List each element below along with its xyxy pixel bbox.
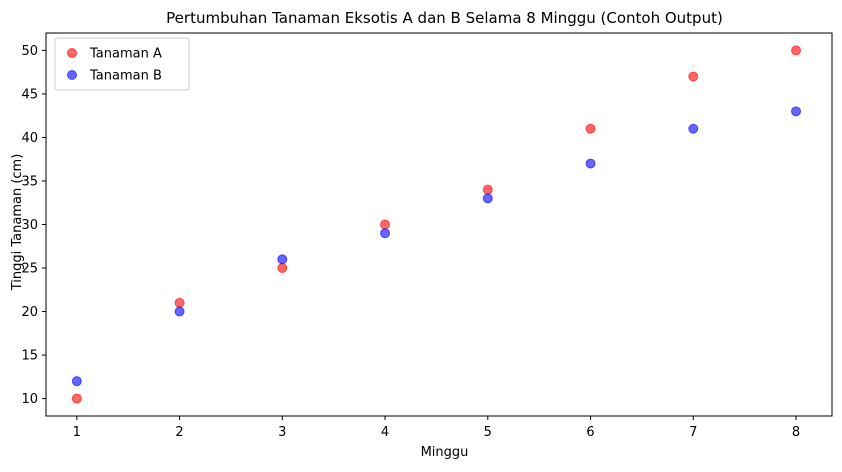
y-tick-label: 45	[21, 87, 38, 102]
x-tick-label: 1	[73, 425, 81, 440]
y-tick-label: 15	[21, 349, 38, 364]
x-tick-label: 5	[484, 425, 492, 440]
legend-marker	[67, 70, 77, 80]
point-series-2	[380, 228, 391, 239]
y-tick-label: 50	[21, 44, 38, 59]
x-tick-label: 3	[278, 425, 286, 440]
legend-label: Tanaman A	[89, 47, 162, 62]
point-series-2	[791, 106, 802, 117]
x-axis-label: Minggu	[421, 445, 469, 460]
point-series-1	[482, 184, 493, 195]
legend: Tanaman A Tanaman B	[54, 37, 190, 91]
point-series-1	[277, 263, 288, 274]
y-tick-label: 20	[21, 305, 38, 320]
x-tick-label: 6	[586, 425, 594, 440]
point-series-1	[585, 123, 596, 134]
x-tick-label: 4	[381, 425, 389, 440]
point-series-2	[585, 158, 596, 169]
legend-label: Tanaman B	[89, 69, 162, 84]
point-series-2	[688, 123, 699, 134]
chart-title: Pertumbuhan Tanaman Eksotis A dan B Sela…	[166, 9, 723, 27]
y-axis-ticks: 10 15 20 25 30 35 40 45 50	[21, 44, 46, 407]
point-series-1	[791, 45, 802, 56]
y-tick-label: 35	[21, 174, 38, 189]
point-series-1	[688, 71, 699, 82]
point-series-1	[174, 297, 185, 308]
legend-box	[54, 37, 190, 91]
x-tick-label: 8	[792, 425, 800, 440]
point-series-2	[71, 376, 82, 387]
y-tick-label: 10	[21, 392, 38, 407]
x-axis-ticks: 1 2 3 4 5 6 7 8	[73, 416, 800, 440]
x-tick-label: 7	[689, 425, 697, 440]
point-series-1	[380, 219, 391, 230]
y-axis-label: Tinggi Tanaman (cm)	[10, 154, 25, 292]
point-series-1	[71, 393, 82, 404]
y-tick-label: 25	[21, 262, 38, 277]
legend-marker	[67, 48, 77, 58]
y-tick-label: 30	[21, 218, 38, 233]
point-series-2	[174, 306, 185, 317]
point-series-2	[277, 254, 288, 265]
data-points	[71, 45, 802, 404]
point-series-2	[482, 193, 493, 204]
y-tick-label: 40	[21, 131, 38, 146]
x-tick-label: 2	[175, 425, 183, 440]
